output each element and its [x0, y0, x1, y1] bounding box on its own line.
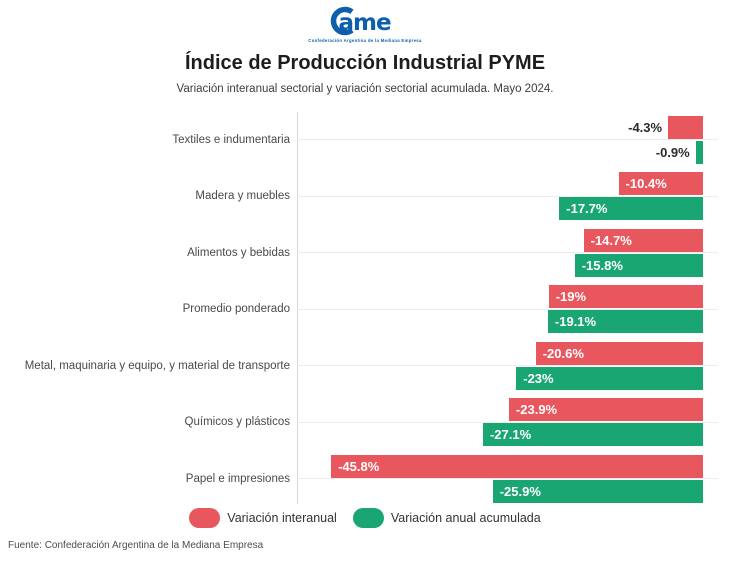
bar-variacion-interanual: [618, 172, 703, 195]
row-gridline: [297, 421, 718, 423]
bar-value-label: -19.1%: [554, 314, 597, 329]
bar-variacion-interanual: [668, 115, 703, 139]
came-logo: ame Confederación Argentina de la Median…: [0, 5, 730, 43]
bar-value-label: -19%: [555, 289, 587, 304]
legend-swatch: [352, 508, 384, 528]
page-title: Índice de Producción Industrial PYME: [184, 52, 546, 74]
legend-item: Variación anual acumulada: [352, 508, 541, 528]
bar-value-label: -23.9%: [515, 402, 558, 417]
bar-value-label: -14.7%: [590, 232, 632, 248]
bar-value-label: -20.6%: [542, 345, 584, 361]
source-note: Fuente: Confederación Argentina de la Me…: [8, 540, 264, 551]
bar-value-label: -45.8%: [338, 458, 380, 474]
came-logo-tagline: Confederación Argentina de la Mediana Em…: [308, 38, 422, 43]
row-gridline: [297, 252, 718, 253]
category-label: Promedio ponderado: [182, 303, 290, 315]
came-logo-mark: ame: [330, 6, 392, 36]
bar-value-label: -10.4%: [625, 176, 667, 191]
bar-variacion-acumulada: [547, 310, 703, 333]
category-label: Químicos y plásticos: [184, 416, 290, 428]
bar-variacion-interanual: [331, 454, 703, 478]
legend-label: Variación interanual: [227, 511, 337, 525]
page-subtitle: Variación interanual sectorial y variaci…: [176, 83, 554, 95]
bar-variacion-interanual: [535, 341, 703, 365]
chart-legend: Variación interanual Variación anual acum…: [0, 508, 730, 528]
bar-variacion-acumulada: [559, 197, 703, 220]
bar-variacion-interanual: [508, 398, 703, 421]
bar-value-label: -0.9%: [655, 144, 690, 160]
row-gridline: [297, 308, 718, 310]
bar-value-label: -27.1%: [489, 427, 532, 442]
bar-value-label: -17.7%: [566, 201, 608, 216]
axis-left-boundary-line: [297, 112, 298, 504]
bar-variacion-interanual: [583, 228, 703, 252]
legend-item: Variación interanual: [189, 508, 337, 528]
row-gridline: [297, 195, 718, 197]
row-gridline: [297, 478, 718, 479]
bar-variacion-acumulada: [482, 423, 703, 446]
bar-variacion-acumulada: [695, 140, 703, 164]
legend-swatch: [189, 508, 221, 528]
bar-variacion-acumulada: [492, 479, 703, 503]
bar-value-label: -23%: [523, 370, 554, 386]
svg-text:ame: ame: [339, 10, 391, 36]
category-label: Alimentos y bebidas: [187, 246, 290, 259]
category-label: Metal, maquinaria y equipo, y material d…: [24, 359, 290, 372]
legend-label: Variación anual acumulada: [390, 511, 541, 525]
category-label: Madera y muebles: [195, 190, 290, 202]
bar-variacion-acumulada: [516, 366, 703, 390]
category-label: Textiles e indumentaria: [172, 133, 290, 146]
bar-value-label: -4.3%: [628, 119, 663, 135]
bar-value-label: -25.9%: [499, 483, 541, 499]
bar-variacion-interanual: [548, 285, 703, 308]
row-gridline: [297, 139, 718, 140]
bar-variacion-acumulada: [574, 253, 703, 277]
row-gridline: [297, 365, 718, 366]
bar-value-label: -15.8%: [581, 257, 623, 273]
category-label: Papel e impresiones: [185, 472, 290, 485]
